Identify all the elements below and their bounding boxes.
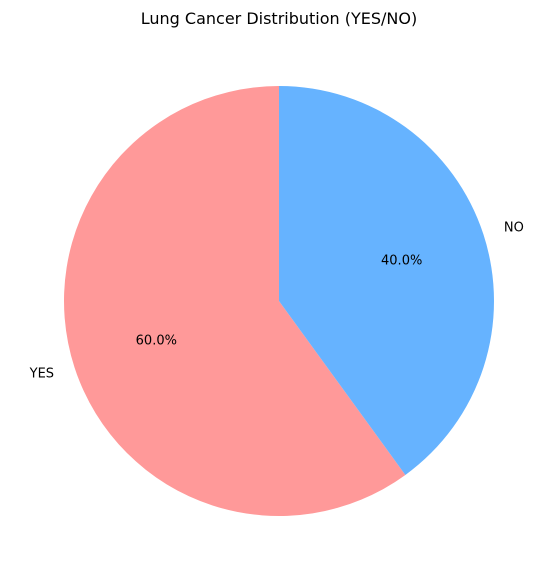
pie-slice-no bbox=[279, 86, 494, 475]
pct-label-no: 40.0% bbox=[381, 254, 422, 269]
pie-slice-yes bbox=[64, 86, 406, 516]
slice-label-yes: YES bbox=[29, 367, 54, 382]
pie-slices bbox=[64, 86, 494, 516]
pie-labels: 60.0% YES 40.0% NO bbox=[29, 220, 524, 381]
slice-label-no: NO bbox=[504, 220, 524, 235]
pct-label-yes: 60.0% bbox=[136, 333, 177, 348]
chart-title: Lung Cancer Distribution (YES/NO) bbox=[141, 9, 417, 28]
